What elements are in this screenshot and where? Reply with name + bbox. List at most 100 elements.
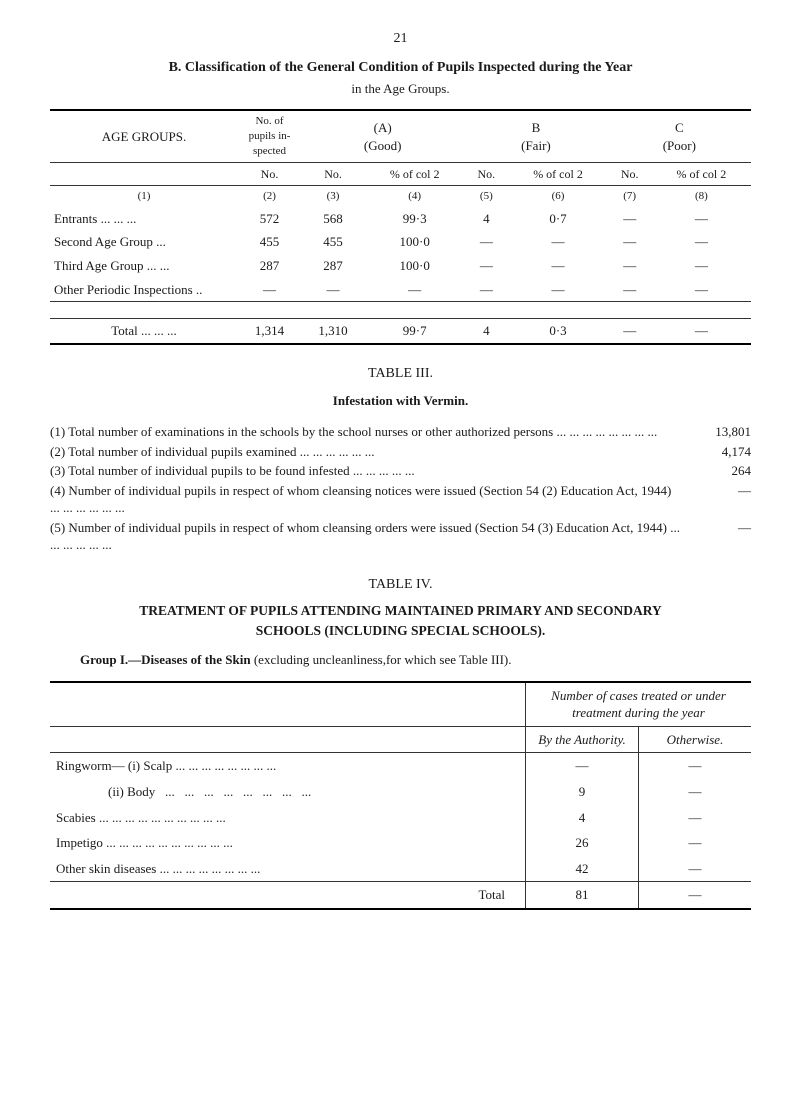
cell: 568 [301,207,365,231]
sub-c-no: No. [608,162,652,185]
cell: 26 [526,830,639,856]
item-text: (4) Number of individual pupils in respe… [50,482,691,517]
total-label: Total ... ... ... [50,319,238,344]
hdr-a-letter: (A) [374,120,392,135]
cell: — [508,230,607,254]
cell: — [639,830,752,856]
cell: 287 [238,254,301,278]
cell: — [639,856,752,882]
sub-a-pct: % of col 2 [365,162,464,185]
cell: 99·7 [365,319,464,344]
cell: — [608,254,652,278]
cell: 100·0 [365,254,464,278]
cell: 1,310 [301,319,365,344]
cell: — [608,230,652,254]
hdr-c-letter: C [675,120,684,135]
total-row: Total 81 — [50,882,751,909]
hdr-age-groups: AGE GROUPS. [50,110,238,162]
table-row: Other skin diseases ... ... ... ... ... … [50,856,751,882]
cell: — [652,278,751,302]
cell: 287 [301,254,365,278]
table-row: Scabies ... ... ... ... ... ... ... ... … [50,805,751,831]
coln-6: (6) [508,186,607,207]
coln-4: (4) [365,186,464,207]
cell: 100·0 [365,230,464,254]
item-val: 4,174 [691,443,751,461]
hdr-b: B (Fair) [464,110,607,162]
table-b: AGE GROUPS. No. of pupils in-spected (A)… [50,109,751,344]
hdr-c-sub: (Poor) [663,138,696,153]
list-item: (1) Total number of examinations in the … [50,423,751,441]
cell: 4 [464,319,508,344]
cell: — [639,805,752,831]
cases-right-header: Number of cases treated or under treatme… [526,682,752,727]
table-row: (ii) Body ... ... ... ... ... ... ... ..… [50,779,751,805]
item-val: 264 [691,462,751,480]
sub-b-pct: % of col 2 [508,162,607,185]
t4-l1: TREATMENT OF PUPILS ATTENDING MAINTAINED… [139,603,661,618]
page-number: 21 [50,30,751,49]
cell: 81 [526,882,639,909]
col-auth: By the Authority. [526,726,639,753]
table3-caption: TABLE III. [50,365,751,384]
cell: — [365,278,464,302]
hdr-b-sub: (Fair) [521,138,551,153]
cell: — [508,278,607,302]
coln-1: (1) [50,186,238,207]
table-cases: Number of cases treated or under treatme… [50,681,751,910]
row-label: Second Age Group ... [50,230,238,254]
group-rest: (excluding uncleanliness,for which see T… [254,652,512,667]
cell: — [652,254,751,278]
cell: — [652,207,751,231]
table-row: Other Periodic Inspections .. — — — — — … [50,278,751,302]
item-text: (1) Total number of examinations in the … [50,423,691,441]
row-label: Other Periodic Inspections .. [50,278,238,302]
hdr-b-letter: B [532,120,541,135]
row-label: (ii) Body ... ... ... ... ... ... ... ..… [50,779,526,805]
item-val: — [691,519,751,554]
coln-8: (8) [652,186,751,207]
cell: — [639,882,752,909]
cell: 4 [526,805,639,831]
table-row: Third Age Group ... ... 287 287 100·0 — … [50,254,751,278]
list-item: (4) Number of individual pupils in respe… [50,482,751,517]
table4-title: TREATMENT OF PUPILS ATTENDING MAINTAINED… [50,601,751,642]
table-row: Entrants ... ... ... 572 568 99·3 4 0·7 … [50,207,751,231]
cell: — [639,779,752,805]
hdr-c: C (Poor) [608,110,751,162]
cell: 9 [526,779,639,805]
hdr-no-inspected: No. of pupils in-spected [238,110,301,162]
cell: — [301,278,365,302]
cell: — [464,254,508,278]
cell: 572 [238,207,301,231]
cell: — [608,319,652,344]
cell: — [464,278,508,302]
total-label: Total [50,882,526,909]
table3-items: (1) Total number of examinations in the … [50,423,751,554]
row-label: Other skin diseases ... ... ... ... ... … [50,856,526,882]
hdr-a: (A) (Good) [301,110,464,162]
list-item: (5) Number of individual pupils in respe… [50,519,751,554]
group-line: Group I.—Diseases of the Skin (excluding… [50,651,751,669]
total-row: Total ... ... ... 1,314 1,310 99·7 4 0·3… [50,319,751,344]
cell: — [508,254,607,278]
t4-l2: SCHOOLS (INCLUDING SPECIAL SCHOOLS). [256,623,546,638]
section-b-subtitle: in the Age Groups. [50,80,751,98]
cell: — [464,230,508,254]
cell: — [238,278,301,302]
cell: 4 [464,207,508,231]
sub-no: No. [238,162,301,185]
list-item: (2) Total number of individual pupils ex… [50,443,751,461]
table4-caption: TABLE IV. [50,576,751,595]
item-val: — [691,482,751,517]
cell: — [639,753,752,779]
cell: — [608,207,652,231]
table-row: Second Age Group ... 455 455 100·0 — — —… [50,230,751,254]
table-row: Ringworm— (i) Scalp ... ... ... ... ... … [50,753,751,779]
row-label: Third Age Group ... ... [50,254,238,278]
hdr-a-sub: (Good) [364,138,402,153]
table-row: Impetigo ... ... ... ... ... ... ... ...… [50,830,751,856]
row-label: Entrants ... ... ... [50,207,238,231]
cell: 99·3 [365,207,464,231]
section-b-title: B. Classification of the General Conditi… [50,59,751,78]
